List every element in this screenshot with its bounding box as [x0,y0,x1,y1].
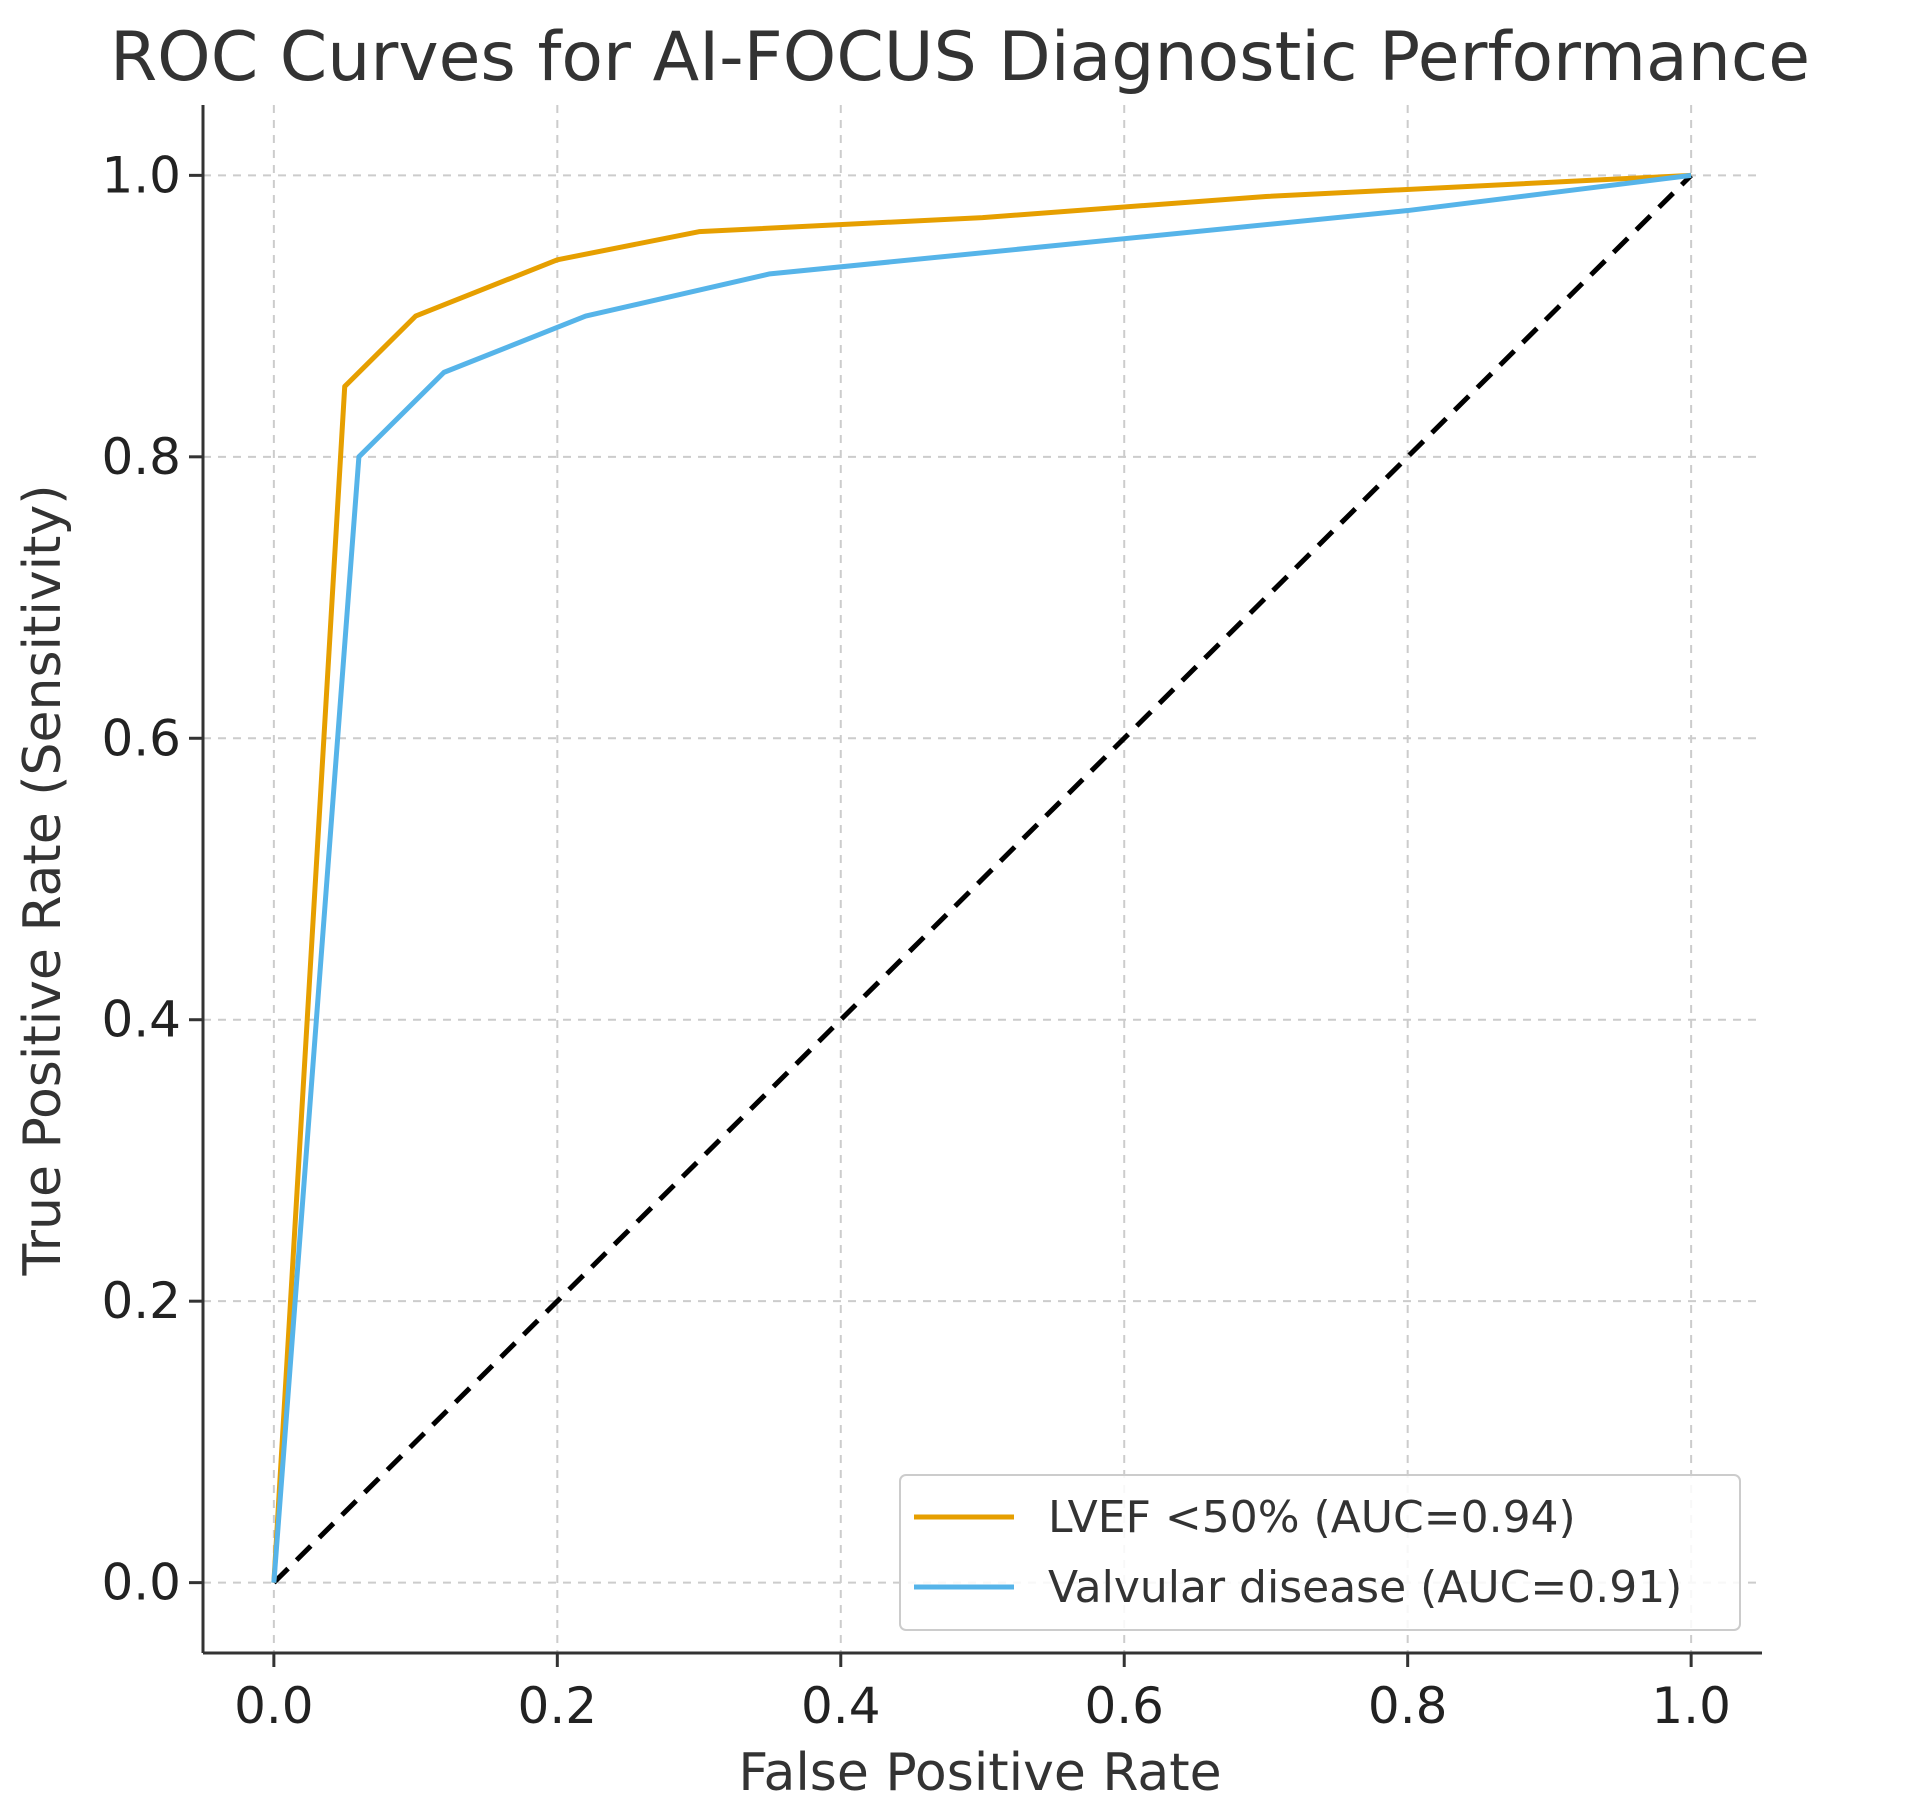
legend-label-1: Valvular disease (AUC=0.91) [1048,1562,1682,1613]
x-tick-label-5: 1.0 [1651,1677,1731,1735]
series-layer [271,172,1693,1585]
y-axis-label: True Positive Rate (Sensitivity) [13,484,73,1276]
x-tick-label-3: 0.6 [1084,1677,1164,1735]
y-tick-label-0: 0.0 [101,1554,181,1612]
x-tick-label-4: 0.8 [1368,1677,1448,1735]
axes-layer [201,105,1762,1655]
labels-layer: ROC Curves for AI-FOCUS Diagnostic Perfo… [13,18,1810,1803]
y-tick-label-5: 1.0 [101,146,181,204]
legend-box [899,1474,1741,1631]
x-tick-label-2: 0.4 [801,1677,881,1735]
legend: LVEF <50% (AUC=0.94) Valvular disease (AU… [899,1474,1741,1631]
y-tick-label-3: 0.6 [101,709,181,767]
y-tick-label-4: 0.8 [101,428,181,486]
chance-diagonal-line [272,173,1693,1585]
chart-title: ROC Curves for AI-FOCUS Diagnostic Perfo… [110,18,1810,97]
x-axis-label: False Positive Rate [738,1743,1221,1803]
x-tick-label-1: 0.2 [518,1677,598,1735]
y-tick-label-2: 0.4 [101,991,181,1049]
legend-label-0: LVEF <50% (AUC=0.94) [1048,1492,1576,1543]
roc-line-series-0 [271,172,1692,1583]
x-tick-label-0: 0.0 [234,1677,314,1735]
roc-line-series-1 [271,172,1692,1583]
ticks-layer: 0.0 0.2 0.4 0.6 0.8 1.0 0.0 0.2 0.4 0.6 0.8 1.0 [101,146,1730,1735]
grid-layer [203,105,1762,1653]
y-tick-label-1: 0.2 [101,1272,181,1330]
